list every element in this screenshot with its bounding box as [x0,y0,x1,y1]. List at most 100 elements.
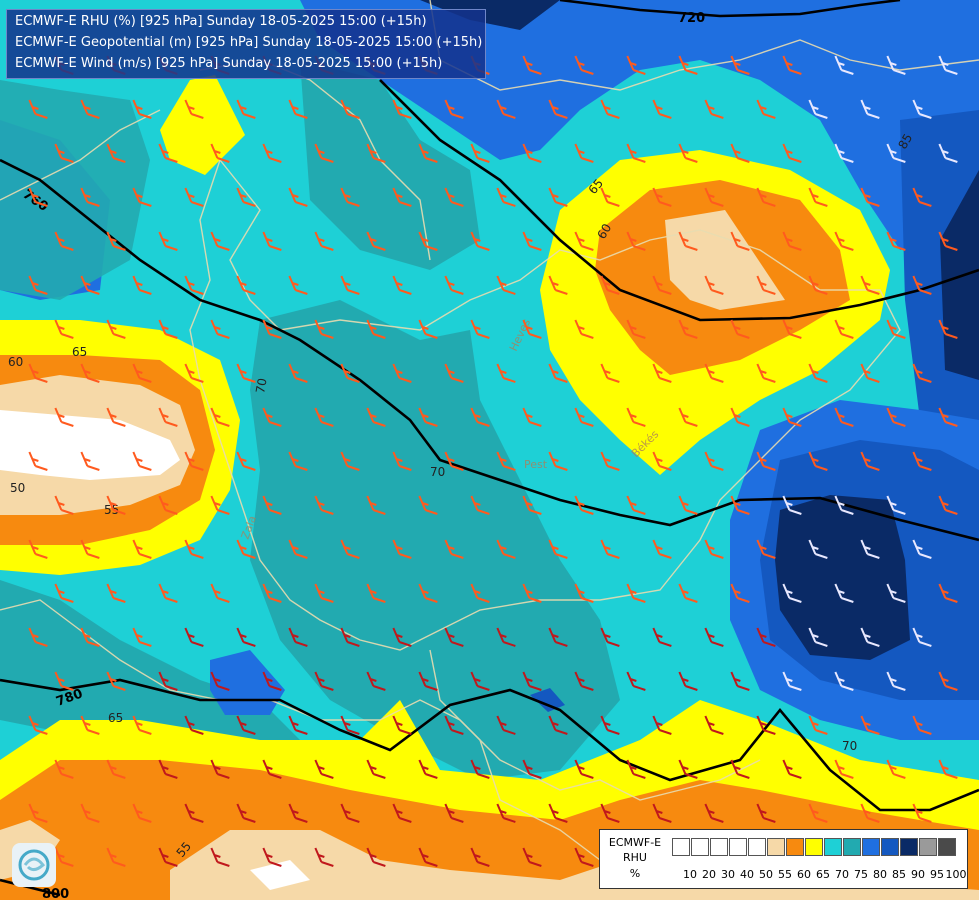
wind-barb [756,803,776,823]
wind-barb [704,363,724,383]
wind-barb [418,407,438,427]
legend-tick-label: 60 [797,868,811,881]
wind-barb [860,187,880,207]
wind-barb [782,759,802,779]
wind-barb [54,759,74,779]
wind-barb [730,407,750,427]
wind-barb [54,671,74,691]
legend-swatch [767,838,785,856]
wind-barb [80,451,100,471]
wind-barb [912,803,932,823]
wind-barb [210,143,230,163]
geopotential-label: 800 [42,887,69,900]
wind-barb [912,715,932,735]
wind-barb [132,539,152,559]
rhu-area-navy-top [420,0,560,30]
wind-barb [392,627,412,647]
wind-barb [210,583,230,603]
wind-barb [782,55,802,75]
wind-barb [210,319,230,339]
wind-barb [80,187,100,207]
wind-barb [444,539,464,559]
wind-barb [756,715,776,735]
wind-barb [314,759,334,779]
wind-barb [574,495,594,515]
wind-barb [652,99,672,119]
wind-barb [834,231,854,251]
wind-barb [366,759,386,779]
wind-barb [782,495,802,515]
legend-title-model: ECMWF-E [608,836,662,849]
wind-barb [522,319,542,339]
legend-swatch [824,838,842,856]
wind-barb [808,363,828,383]
wind-barb [184,803,204,823]
wind-barb [132,451,152,471]
wind-barb [184,715,204,735]
wind-barb [444,275,464,295]
wind-barb [912,363,932,383]
rhu-label: 85 [895,131,915,151]
wind-barb [834,583,854,603]
wind-barb [340,363,360,383]
wind-barb [912,99,932,119]
wind-barb [626,671,646,691]
wind-barb [28,803,48,823]
wind-barb [210,671,230,691]
rhu-label: 50 [10,481,25,495]
wind-barb [756,275,776,295]
wind-barb [730,319,750,339]
wind-barb [730,583,750,603]
legend-tick-label: 85 [892,868,906,881]
wind-barb [314,143,334,163]
wind-barb [470,495,490,515]
legend-unit: % [629,867,641,880]
wind-barb [366,143,386,163]
wind-barb [834,759,854,779]
wind-barb [678,231,698,251]
wind-barb [418,231,438,251]
wind-barb [522,671,542,691]
wind-barb [834,407,854,427]
wind-barb [548,363,568,383]
wind-barb [548,451,568,471]
wind-barb [808,451,828,471]
wind-barb [912,451,932,471]
wind-barb [54,319,74,339]
wind-barb [886,495,906,515]
wind-barb [886,55,906,75]
wind-barb [626,759,646,779]
wind-barb [288,451,308,471]
wind-barb [236,99,256,119]
wind-barb [886,231,906,251]
wind-barb [28,187,48,207]
wind-barb [678,759,698,779]
wind-barb [210,495,230,515]
wind-barb [652,275,672,295]
wind-barb [834,319,854,339]
wind-barb [106,495,126,515]
wind-barb [652,187,672,207]
wind-barb [366,495,386,515]
wind-barb [28,627,48,647]
wind-barb [106,583,126,603]
wind-barb [678,407,698,427]
wind-barb [184,99,204,119]
wind-barb [548,187,568,207]
rhu-label: 70 [253,377,269,394]
rhu-label: 65 [72,345,87,359]
wind-barb [496,627,516,647]
legend-swatch [862,838,880,856]
wind-barb [600,627,620,647]
wind-barb [262,495,282,515]
wind-barb [652,627,672,647]
wind-barb [444,715,464,735]
wind-barb [28,539,48,559]
wind-barb [106,231,126,251]
wind-barb [496,187,516,207]
legend-tick-label: 90 [911,868,925,881]
wind-barb [782,583,802,603]
wind-barb [132,275,152,295]
wind-barb [314,583,334,603]
wind-barb [288,363,308,383]
